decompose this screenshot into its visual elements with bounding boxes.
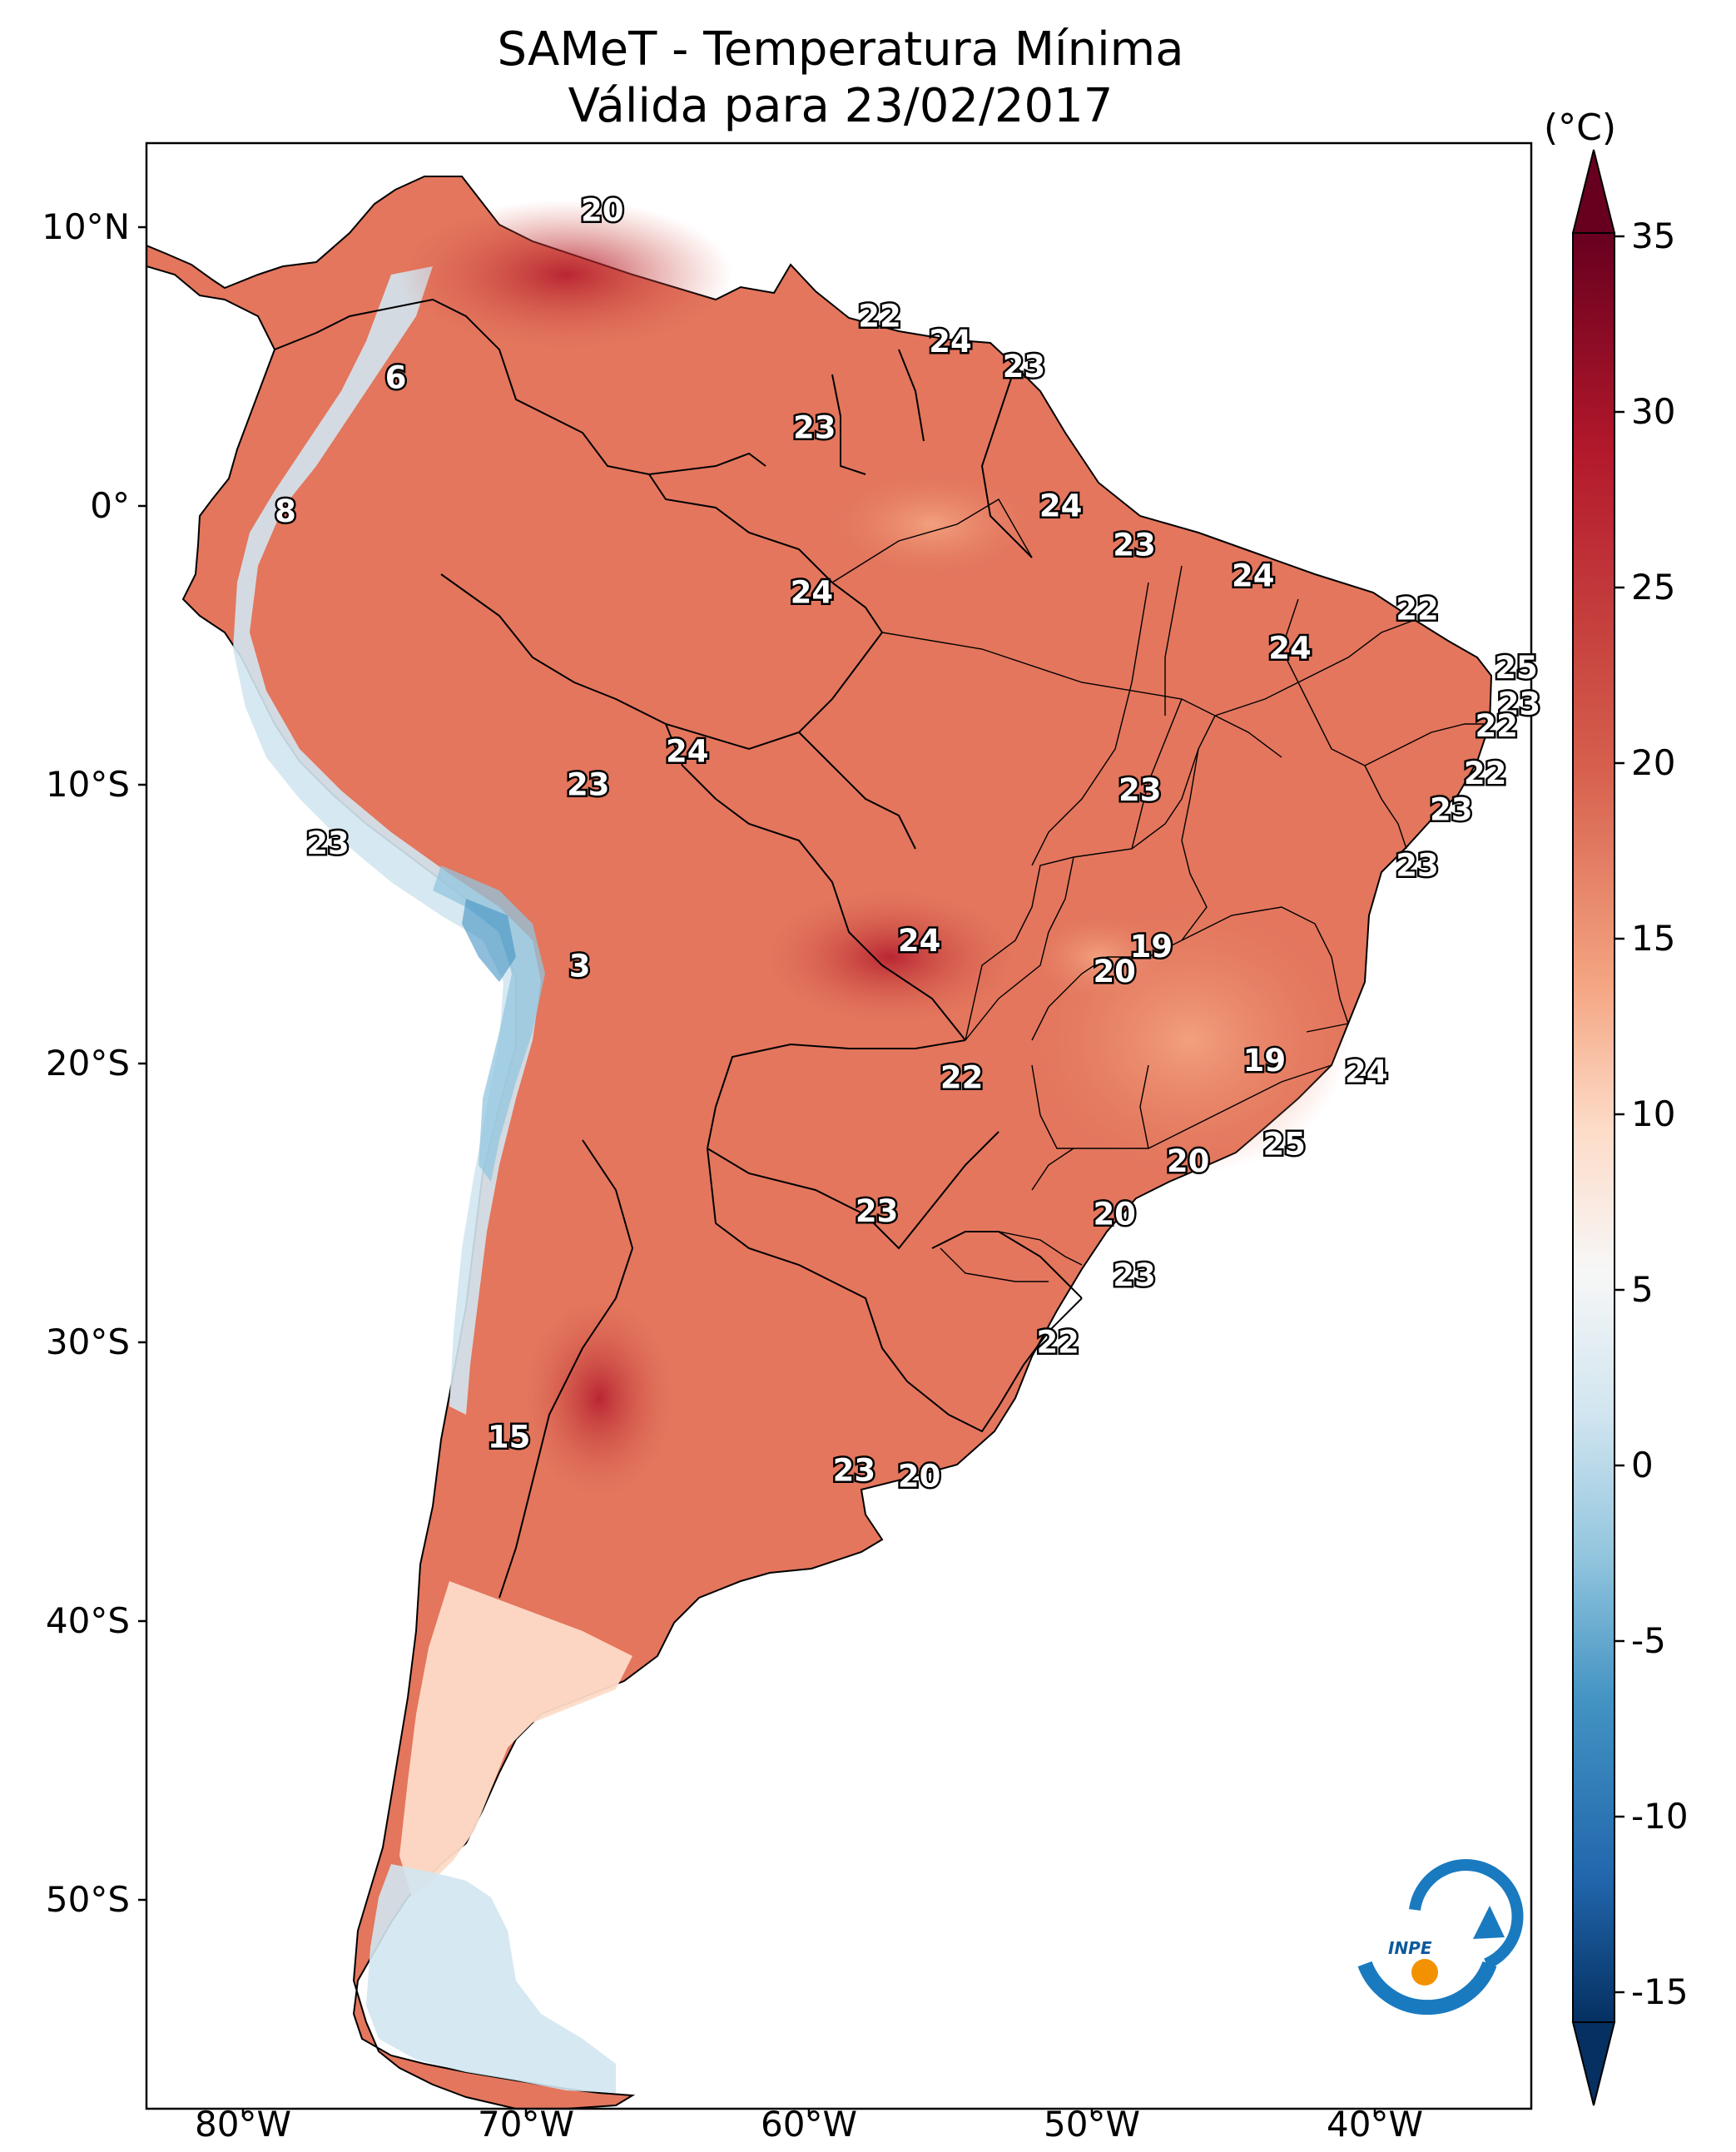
- station-value: 22: [1396, 592, 1439, 627]
- station-value: 24: [791, 574, 834, 610]
- colorbar-tick-minus5: -5: [1631, 1620, 1666, 1661]
- lat-label-0: 0°: [90, 485, 130, 526]
- colorbar: [1571, 149, 1624, 2106]
- station-value: 22: [858, 299, 901, 335]
- colorbar-tick-0: 0: [1631, 1445, 1654, 1485]
- lon-label-70w: 70°W: [478, 2104, 574, 2145]
- colorbar-tick-5: 5: [1631, 1269, 1654, 1310]
- colorbar-tick-30: 30: [1631, 391, 1676, 432]
- country-borders: [274, 298, 1083, 1599]
- lat-label-20s: 20°S: [45, 1043, 130, 1083]
- station-value: 24: [666, 733, 709, 769]
- station-value: 24: [1232, 558, 1275, 593]
- station-value: 24: [1039, 488, 1083, 524]
- station-value: 24: [1345, 1054, 1388, 1090]
- station-value: 24: [1268, 630, 1312, 666]
- lon-label-50w: 50°W: [1044, 2104, 1140, 2145]
- lat-label-10s: 10°S: [45, 764, 130, 805]
- altiplano-core: [462, 899, 516, 982]
- station-value: 23: [1498, 686, 1541, 721]
- altiplano-cold-zone: [433, 865, 545, 1182]
- station-value: 23: [793, 410, 836, 446]
- lat-label-30s: 30°S: [45, 1321, 130, 1362]
- station-value: 15: [488, 1419, 531, 1455]
- map-title: SAMeT - Temperatura Mínima: [497, 22, 1184, 77]
- colorbar-tick-25: 25: [1631, 567, 1676, 607]
- colorbar-tick-20: 20: [1631, 742, 1676, 783]
- station-value: 24: [898, 923, 941, 959]
- station-value: 20: [898, 1458, 941, 1494]
- lon-label-60w: 60°W: [761, 2104, 857, 2145]
- station-value: 6: [385, 359, 407, 395]
- station-value: 19: [1130, 929, 1173, 964]
- map-frame: [145, 141, 1533, 2110]
- station-value: 8: [275, 493, 296, 529]
- station-value: 25: [1262, 1127, 1306, 1163]
- patagonia-pale-zone: [399, 1581, 632, 1897]
- station-value: 20: [1093, 954, 1136, 989]
- station-value: 22: [1475, 708, 1518, 744]
- svg-text:INPE: INPE: [1388, 1938, 1432, 1958]
- colorbar-tick-35: 35: [1631, 216, 1676, 256]
- andes-cold-zone: [233, 266, 541, 1415]
- warm-area: [399, 200, 732, 350]
- warm-area: [524, 1298, 674, 1498]
- lon-label-80w: 80°W: [195, 2104, 291, 2145]
- map-subtitle: Válida para 23/02/2017: [568, 79, 1114, 133]
- inpe-logo: INPE: [1357, 1859, 1524, 2016]
- warm-area: [766, 890, 1015, 1024]
- station-value: 22: [1464, 756, 1507, 791]
- lat-tick-marks: [138, 226, 146, 1902]
- station-value: 22: [1036, 1325, 1079, 1361]
- station-value: 25: [1495, 650, 1538, 686]
- colorbar-tick-15: 15: [1631, 918, 1676, 959]
- colorbar-tick-minus15: -15: [1631, 1971, 1689, 2012]
- station-value: 3: [569, 948, 591, 984]
- colorbar-tick-minus10: -10: [1631, 1796, 1689, 1837]
- station-value: 23: [567, 767, 610, 803]
- station-value: 23: [1430, 792, 1473, 828]
- tierra-del-fuego-cold: [366, 1864, 616, 2093]
- station-value: 20: [1167, 1143, 1210, 1179]
- station-value: 20: [581, 192, 624, 228]
- light-area: [1032, 915, 1165, 999]
- station-value: 24: [929, 324, 972, 359]
- station-value: 23: [1113, 1257, 1156, 1293]
- lat-label-10n: 10°N: [42, 206, 130, 247]
- station-value: 23: [306, 826, 350, 861]
- state-borders: [831, 498, 1490, 1282]
- station-value: 23: [1396, 848, 1439, 884]
- lat-label-50s: 50°S: [45, 1879, 130, 1920]
- lat-label-40s: 40°S: [45, 1600, 130, 1641]
- station-value: 23: [1113, 527, 1156, 563]
- station-value: 23: [856, 1193, 899, 1229]
- station-value: 19: [1243, 1043, 1287, 1078]
- lon-label-40w: 40°W: [1327, 2104, 1423, 2145]
- station-value: 23: [1118, 772, 1162, 808]
- colorbar-unit: (°C): [1544, 107, 1617, 149]
- station-value: 20: [1093, 1196, 1136, 1232]
- colorbar-tick-10: 10: [1631, 1093, 1676, 1134]
- station-value: 23: [1003, 349, 1046, 384]
- station-value: 22: [940, 1059, 984, 1095]
- light-area: [832, 474, 1032, 574]
- lon-tick-marks: [241, 2109, 1376, 2117]
- station-value: 23: [833, 1453, 876, 1489]
